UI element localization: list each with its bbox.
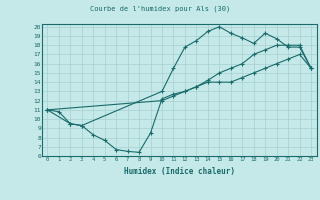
X-axis label: Humidex (Indice chaleur): Humidex (Indice chaleur) — [124, 167, 235, 176]
Text: Courbe de l'humidex pour Als (30): Courbe de l'humidex pour Als (30) — [90, 6, 230, 12]
